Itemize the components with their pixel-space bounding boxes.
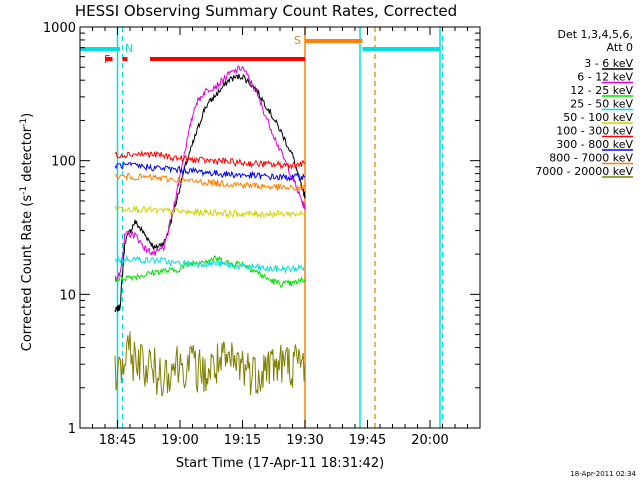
observing-markers: N F S [80,27,444,428]
x-tick-label-1: 19:00 [161,433,198,448]
series-line-5 [114,150,306,170]
series-line-3 [114,254,305,274]
y-tick-label-0: 1 [68,422,76,437]
x-tick-label-2: 19:15 [224,433,261,448]
legend-label-7: 800 - 7000 keV [549,152,633,165]
legend-label-3: 25 - 50 keV [570,98,633,111]
x-tick-label-3: 19:30 [286,433,323,448]
night-label: N [125,42,133,55]
legend-label-1: 6 - 12 keV [577,71,633,84]
x-tick-label-5: 20:00 [411,433,448,448]
x-axis-label: Start Time (17-Apr-11 18:31:42) [176,456,384,471]
x-tick-label-4: 19:45 [349,433,386,448]
y-axis-label: Corrected Count Rate (s-1 detector-1) [19,113,35,351]
legend-label-6: 300 - 800 keV [556,138,633,151]
legend-label-5: 100 - 300 keV [556,125,633,138]
y-axis-label-sup1: -1 [19,186,29,195]
y-tick-label-1: 10 [59,288,76,303]
y-axis-label-part1: Corrected Count Rate (s [20,195,35,352]
saa-label: S [294,34,301,47]
series-group [114,65,306,397]
legend-label-2: 12 - 25 keV [570,84,633,97]
legend-label-4: 50 - 100 keV [563,111,633,124]
series-line-4 [114,205,306,219]
series-line-2 [114,255,306,288]
legend-header-2: Att 0 [607,41,633,54]
series-line-1 [114,65,306,282]
legend-header-1: Det 1,3,4,5,6, [557,28,633,41]
y-tick-label-3: 1000 [43,21,76,36]
y-tick-label-2: 100 [51,155,76,170]
flare-label: F [104,53,110,66]
series-line-7 [114,173,306,192]
series-line-6 [114,160,306,182]
legend-label-8: 7000 - 20000 keV [535,165,633,178]
chart-title: HESSI Observing Summary Count Rates, Cor… [75,2,457,20]
footer-date: 18-Apr-2011 02:34 [570,470,636,478]
y-axis-label-sup2: -1 [19,118,29,127]
legend-label-0: 3 - 6 keV [584,57,633,70]
y-axis-label-part3: ) [20,113,35,118]
series-line-0 [114,73,306,313]
series-line-8 [114,331,306,397]
y-axis-label-part2: detector [20,126,35,186]
x-tick-label-0: 18:45 [99,433,136,448]
axes: 18:45 19:00 19:15 19:30 19:45 20:00 1 10 100 1000 [43,21,481,448]
